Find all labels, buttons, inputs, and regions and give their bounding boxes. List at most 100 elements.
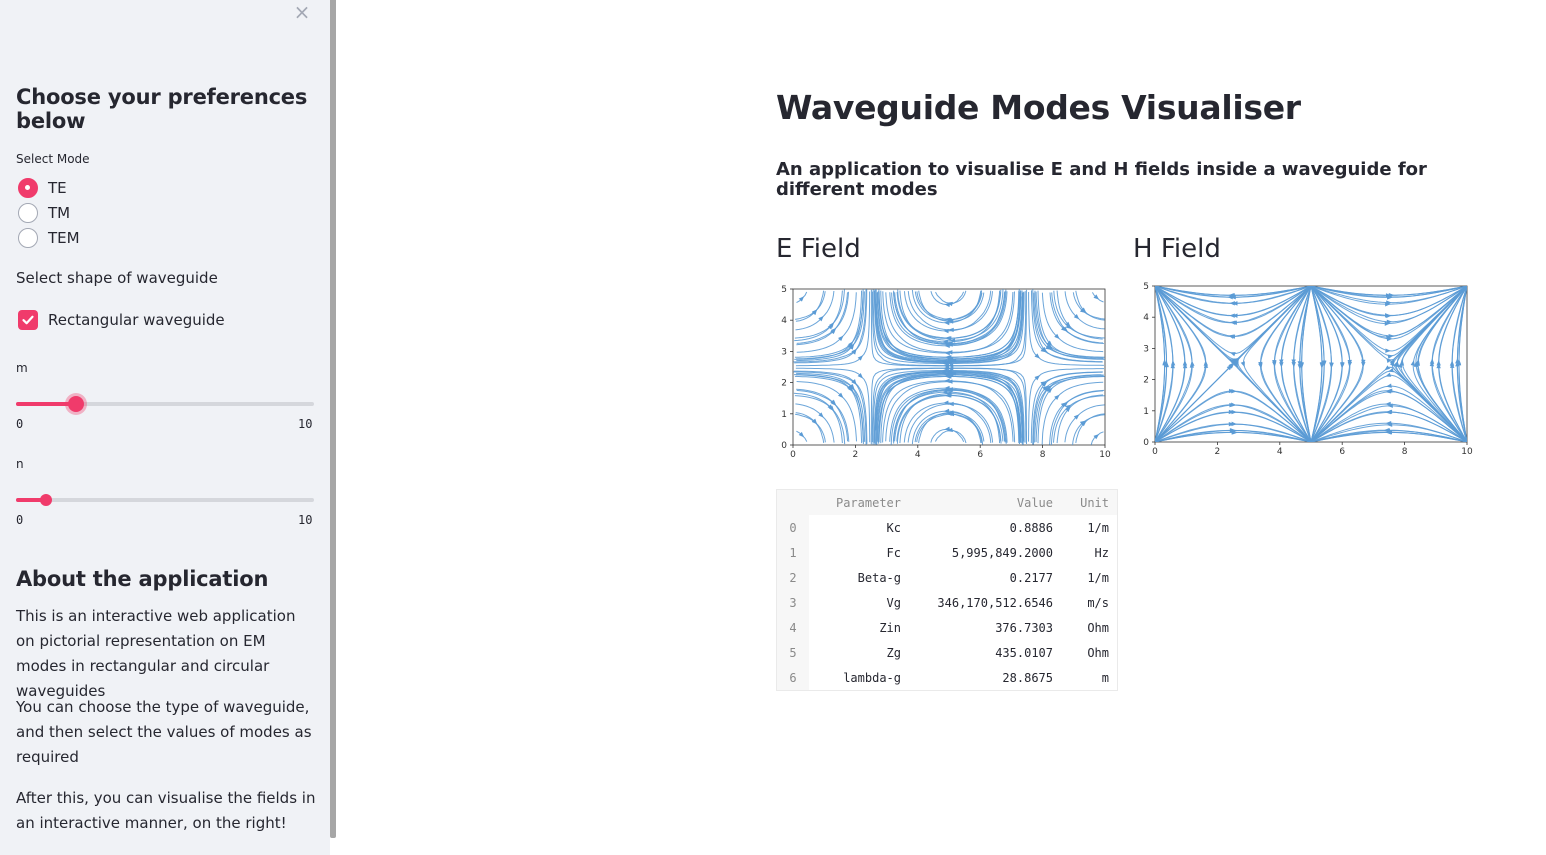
stream-arrow: [1279, 362, 1284, 368]
stream-arrow: [1080, 420, 1087, 427]
slider-n-thumb[interactable]: [39, 494, 52, 506]
rectangular-waveguide-checkbox[interactable]: Rectangular waveguide: [18, 310, 225, 330]
stream-arrow: [1231, 421, 1237, 427]
row-index: 5: [777, 640, 809, 665]
value-cell: 346,170,512.6546: [937, 595, 1053, 610]
mode-label: Select Mode: [16, 152, 90, 166]
stream-arrow: [944, 385, 950, 391]
x-tick-label: 2: [1215, 447, 1221, 457]
radio-tm[interactable]: TM: [18, 203, 70, 223]
stream-arrow: [1034, 353, 1041, 359]
stream-arrow: [1162, 359, 1167, 365]
stream-arrow: [1361, 361, 1366, 368]
row-index: 0: [777, 515, 809, 540]
stream-arrow: [1387, 354, 1394, 359]
stream-arrow: [851, 348, 857, 355]
stream-arrow: [849, 343, 854, 350]
value-cell: 435.0107: [995, 645, 1053, 660]
stream-arrow: [1386, 388, 1393, 393]
x-tick-label: 10: [1099, 450, 1111, 460]
column-header: Unit: [1061, 490, 1117, 515]
stream-arrow: [944, 426, 950, 431]
radio-te[interactable]: TE: [18, 178, 67, 198]
table-row: 2 Beta-g 0.2177 1/m: [777, 565, 1117, 590]
h-field-plot[interactable]: 0 2 4 6 8 10 0 1 2 3 4 5: [1133, 282, 1473, 462]
x-tick-label: 6: [1339, 447, 1345, 457]
page-title: Waveguide Modes Visualiser: [776, 88, 1301, 127]
stream-arrow: [1093, 434, 1100, 440]
stream-arrow: [818, 412, 824, 418]
stream-arrow: [1385, 420, 1392, 426]
stream-arrow: [1231, 320, 1237, 325]
streamline: [795, 412, 825, 443]
radio-unselected-icon: [18, 228, 38, 248]
stream-arrow: [944, 343, 950, 349]
stream-arrow: [1040, 381, 1047, 386]
stream-arrow: [1065, 404, 1072, 410]
radio-tem[interactable]: TEM: [18, 228, 80, 248]
slider-n-max: 10: [298, 513, 313, 527]
sidebar-scrollbar[interactable]: [330, 0, 336, 838]
x-tick-label: 4: [915, 450, 921, 460]
sidebar-heading: Choose your preferences below: [16, 85, 308, 133]
stream-arrow: [1230, 295, 1236, 300]
y-tick-label: 0: [781, 441, 787, 451]
stream-arrow: [1389, 360, 1395, 367]
stream-arrow: [1230, 402, 1237, 407]
slider-m-fill: [16, 402, 76, 406]
value-cell: 376.7303: [995, 620, 1053, 635]
table-row: 6 lambda-g 28.8675 m: [777, 665, 1117, 690]
stream-arrow: [1272, 360, 1277, 366]
stream-arrow: [1240, 361, 1245, 368]
stream-arrow: [1393, 361, 1398, 368]
stream-arrow: [1054, 394, 1060, 400]
stream-arrow: [1386, 295, 1393, 300]
unit-cell: 1/m: [1087, 570, 1109, 585]
close-sidebar-icon[interactable]: ×: [293, 0, 311, 24]
stream-arrow: [1340, 362, 1345, 368]
unit-cell: 1/m: [1087, 520, 1109, 535]
stream-arrow: [827, 404, 833, 411]
table-row: 3 Vg 346,170,512.6546 m/s: [777, 590, 1117, 615]
h-field-title: H Field: [1133, 234, 1221, 264]
y-tick-label: 4: [781, 316, 787, 326]
unit-cell: Ohm: [1087, 645, 1109, 660]
stream-arrow: [1229, 313, 1235, 318]
x-tick-label: 0: [790, 450, 796, 460]
value-cell: 0.2177: [1009, 570, 1053, 585]
slider-m-label: m: [16, 361, 28, 375]
stream-arrow: [942, 368, 948, 373]
stream-arrow: [948, 327, 954, 333]
table-row: 1 Fc 5,995,849.2000 Hz: [777, 540, 1117, 565]
slider-m-thumb[interactable]: [67, 396, 84, 412]
radio-unselected-icon: [18, 203, 38, 223]
stream-arrow: [943, 328, 949, 334]
stream-arrow: [848, 383, 854, 390]
x-tick-label: 6: [977, 450, 983, 460]
unit-cell: Hz: [1094, 545, 1109, 560]
stream-arrow: [1045, 345, 1052, 350]
stream-arrow: [1034, 375, 1041, 381]
streamline: [1034, 376, 1105, 443]
stream-arrow: [1040, 347, 1047, 353]
stream-arrow: [1385, 302, 1391, 307]
stream-arrow: [1047, 387, 1053, 394]
stream-arrow: [943, 408, 950, 414]
unit-cell: Ohm: [1087, 620, 1109, 635]
streamline: [1090, 431, 1104, 445]
stream-arrow: [1449, 360, 1455, 366]
stream-arrow: [945, 336, 952, 341]
radio-label: TM: [48, 204, 71, 222]
stream-arrow: [1384, 321, 1391, 326]
parameter-cell: Kc: [886, 520, 901, 535]
stream-arrow: [1386, 383, 1392, 388]
streamline: [794, 289, 845, 339]
stream-arrow: [1232, 430, 1238, 435]
slider-m-track[interactable]: [16, 396, 314, 412]
streamline: [934, 429, 967, 444]
slider-n-track[interactable]: [16, 494, 314, 506]
table-header-row: Parameter Value Unit: [777, 490, 1117, 515]
stream-arrow: [1046, 340, 1053, 346]
e-field-plot[interactable]: 0 2 4 6 8 10 0 1 2 3 4 5: [776, 282, 1116, 462]
parameter-cell: lambda-g: [843, 670, 901, 685]
